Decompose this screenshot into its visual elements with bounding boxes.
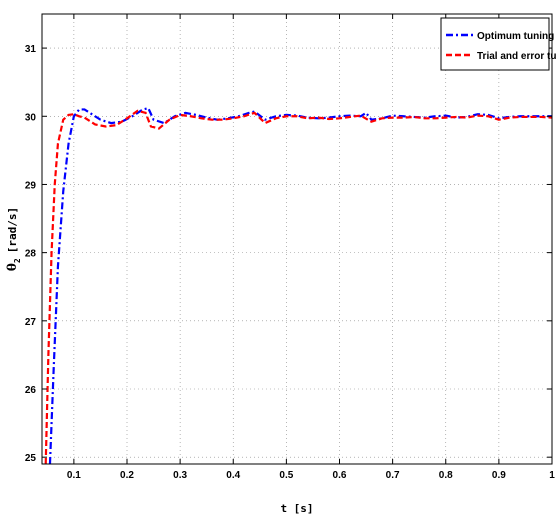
x-tick-label: 0.8 xyxy=(439,470,453,481)
axis-ticks: 0.1 0.2 0.3 0.4 0.5 0.6 0.7 0.8 0.9 1 25 26 27 28 29 30… xyxy=(25,14,555,481)
x-tick-label: 0.3 xyxy=(173,470,187,481)
x-tick-label: 0.7 xyxy=(386,470,400,481)
series-line-trial xyxy=(44,109,552,464)
x-tick-label: 0.1 xyxy=(67,470,81,481)
legend-box xyxy=(440,17,550,71)
y-tick-label: 29 xyxy=(25,180,37,191)
x-tick-label: 0.5 xyxy=(279,470,293,481)
y-axis-label-subscript: 2 xyxy=(13,258,22,263)
x-tick-label: 0.2 xyxy=(120,470,134,481)
x-tick-label: 0.6 xyxy=(333,470,347,481)
y-tick-label: 28 xyxy=(25,249,37,260)
y-tick-label: 30 xyxy=(25,112,37,123)
x-tick-label: 1 xyxy=(549,470,555,481)
y-axis-label-symbol: θ xyxy=(5,263,19,271)
x-axis-label: t [s] xyxy=(280,502,313,515)
legend-label-trial: Trial and error tuning xyxy=(477,51,557,62)
y-tick-label: 26 xyxy=(25,385,37,396)
svg-text:θ2[rad/s]: θ2 [rad/s] xyxy=(5,207,22,271)
y-axis-label: θ2 [rad/s] xyxy=(5,207,22,271)
y-tick-label: 31 xyxy=(25,44,37,55)
legend: Optimum tuning Trial and error tuning xyxy=(440,17,557,71)
y-tick-label: 25 xyxy=(25,453,37,464)
y-axis-label-units: [rad/s] xyxy=(6,207,19,253)
y-tick-label: 27 xyxy=(25,317,37,328)
series-line-optimum xyxy=(48,106,552,464)
x-tick-label: 0.9 xyxy=(492,470,506,481)
plot-series xyxy=(44,106,552,464)
x-tick-label: 0.4 xyxy=(226,470,240,481)
legend-label-optimum: Optimum tuning xyxy=(477,31,554,42)
plot-frame xyxy=(41,13,553,465)
